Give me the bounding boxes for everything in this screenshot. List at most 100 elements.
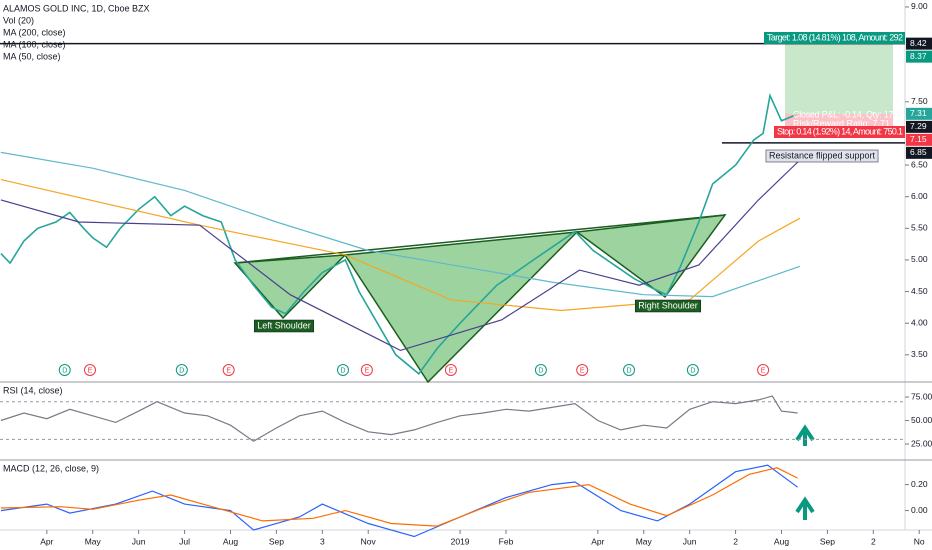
y-tick-label: 25.00 [911, 438, 932, 448]
event-label: D [340, 367, 345, 374]
event-marker [576, 364, 589, 376]
x-tick-label: Feb [499, 536, 514, 546]
x-tick-label: Apr [40, 536, 53, 546]
series-line [0, 179, 801, 312]
series-line [0, 467, 798, 527]
x-tick-label: Jun [683, 536, 697, 546]
annotation-box [634, 299, 702, 313]
price-label: 6.85 [910, 147, 927, 157]
event-marker [58, 364, 71, 376]
price-label-bg [906, 50, 932, 63]
x-tick-label: Apr [591, 536, 604, 546]
legend-entry: MA (50, close) [3, 51, 61, 61]
x-tick-label: Nov [361, 536, 377, 546]
x-tick-label: Aug [223, 536, 238, 546]
price-label: 8.37 [910, 51, 927, 61]
price-label-bg [906, 37, 932, 50]
event-marker [83, 364, 96, 376]
price-label: 7.29 [910, 121, 927, 131]
annotation: Resistance flipped support [769, 150, 876, 160]
price-label-bg [906, 133, 932, 146]
y-tick-label: 0.00 [911, 505, 928, 515]
annotation: Right Shoulder [638, 300, 698, 310]
x-tick-label: May [85, 536, 102, 546]
x-tick-label: 2019 [451, 536, 470, 546]
y-tick-label: 9.00 [911, 1, 928, 11]
event-label: E [580, 367, 585, 374]
event-marker [175, 364, 188, 376]
price-label: 8.42 [910, 38, 927, 48]
event-marker [444, 364, 457, 376]
event-marker [360, 364, 373, 376]
annotation: Left Shoulder [257, 320, 311, 330]
up-arrow [795, 424, 815, 446]
legend-entry: MA (200, close) [3, 27, 66, 37]
event-label: E [88, 367, 93, 374]
y-tick-label: 7.50 [911, 96, 928, 106]
series-line [0, 395, 798, 442]
position-label-bg [764, 32, 905, 44]
x-tick-label: No [914, 536, 925, 546]
x-tick-label: 2 [871, 536, 876, 546]
event-label: E [365, 367, 370, 374]
position-label: Risk/Reward Ratio: 7.71 [793, 118, 890, 128]
up-arrow [795, 496, 815, 520]
y-tick-label: 75.00 [911, 391, 932, 401]
pane-title: RSI (14, close) [3, 385, 63, 395]
position-label: Closed P&L: -0.14, Qty: 1785 [793, 109, 903, 119]
annotation-box [253, 319, 315, 333]
neckline [234, 214, 726, 264]
series-line [0, 151, 801, 298]
target-zone [785, 44, 893, 114]
price-label-bg [906, 146, 932, 159]
x-tick-label: Jul [179, 536, 190, 546]
y-tick-label: 4.50 [911, 286, 928, 296]
price-label-bg [906, 120, 932, 133]
y-tick-label: 0.20 [911, 479, 928, 489]
event-marker [534, 364, 547, 376]
event-label: D [179, 367, 184, 374]
event-marker [757, 364, 770, 376]
event-marker [222, 364, 235, 376]
pattern-right-shoulder [575, 214, 727, 299]
event-label: E [449, 367, 454, 374]
event-marker [336, 364, 349, 376]
price-label: 7.31 [910, 108, 927, 118]
pane-title: MACD (12, 26, close, 9) [3, 463, 99, 473]
y-tick-label: 5.50 [911, 223, 928, 233]
x-tick-label: 3 [320, 536, 325, 546]
series-line [0, 159, 801, 352]
event-marker [686, 364, 699, 376]
stop-zone [785, 114, 893, 126]
event-label: D [62, 367, 67, 374]
event-label: D [690, 367, 695, 374]
event-label: E [761, 367, 766, 374]
price-label-bg [906, 107, 932, 120]
pane-title: ALAMOS GOLD INC, 1D, Cboe BZX [3, 3, 150, 13]
event-label: D [538, 367, 543, 374]
y-tick-label: 3.50 [911, 349, 928, 359]
event-label: E [226, 367, 231, 374]
x-tick-label: Sep [269, 536, 284, 546]
y-tick-label: 6.00 [911, 191, 928, 201]
y-tick-label: 6.50 [911, 159, 928, 169]
y-tick-label: 4.00 [911, 317, 928, 327]
x-tick-label: Sep [820, 536, 835, 546]
series-line [0, 92, 796, 375]
price-label: 7.15 [910, 134, 927, 144]
x-tick-label: Jun [132, 536, 146, 546]
position-label-bg [774, 126, 905, 138]
pattern-left-shoulder [233, 254, 347, 320]
legend-entry: MA (100, close) [3, 39, 66, 49]
x-tick-label: May [636, 536, 653, 546]
y-tick-label: 5.00 [911, 254, 928, 264]
x-tick-label: Aug [774, 536, 789, 546]
annotation-box [765, 149, 879, 163]
legend-entry: Vol (20) [3, 15, 34, 25]
position-label: Stop: 0.14 (1.92%) 14, Amount: 750.1 [777, 126, 903, 136]
x-tick-label: 2 [733, 536, 738, 546]
event-marker [623, 364, 636, 376]
position-label: Target: 1.08 (14.81%) 108, Amount: 292 [767, 32, 903, 42]
y-tick-label: 50.00 [911, 415, 932, 425]
